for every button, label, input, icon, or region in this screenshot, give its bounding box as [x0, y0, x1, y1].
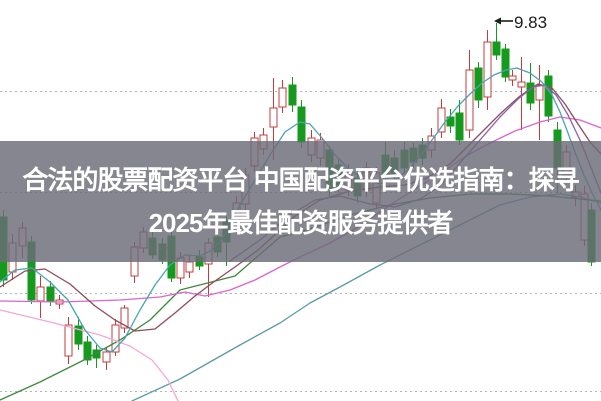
candle [483, 30, 492, 110]
ma-pink-light [0, 309, 179, 401]
candle [120, 305, 129, 333]
candle [111, 319, 120, 356]
candle [535, 65, 544, 140]
candle [288, 77, 297, 112]
candle [83, 336, 92, 365]
headline-line-1: 合法的股票配资平台 中国配资平台优选指南：探寻 [22, 164, 579, 195]
candle [446, 109, 455, 133]
candle [501, 44, 510, 82]
headline-line-2: 2025年最佳配资服务提供者 [148, 207, 454, 238]
candle [74, 317, 83, 350]
candle [544, 70, 553, 122]
headline-banner: 合法的股票配资平台 中国配资平台优选指南：探寻 2025年最佳配资服务提供者 [0, 141, 601, 262]
candle [526, 63, 535, 110]
price-label: 9.83 [494, 13, 547, 32]
candle [64, 317, 73, 364]
price-label-text: 9.83 [514, 13, 547, 32]
candle [437, 99, 446, 138]
candle [508, 70, 517, 86]
candle [36, 276, 45, 318]
candle [455, 100, 464, 145]
candle [92, 345, 101, 368]
candle [492, 23, 501, 60]
candle [278, 80, 287, 113]
candle [474, 62, 483, 108]
